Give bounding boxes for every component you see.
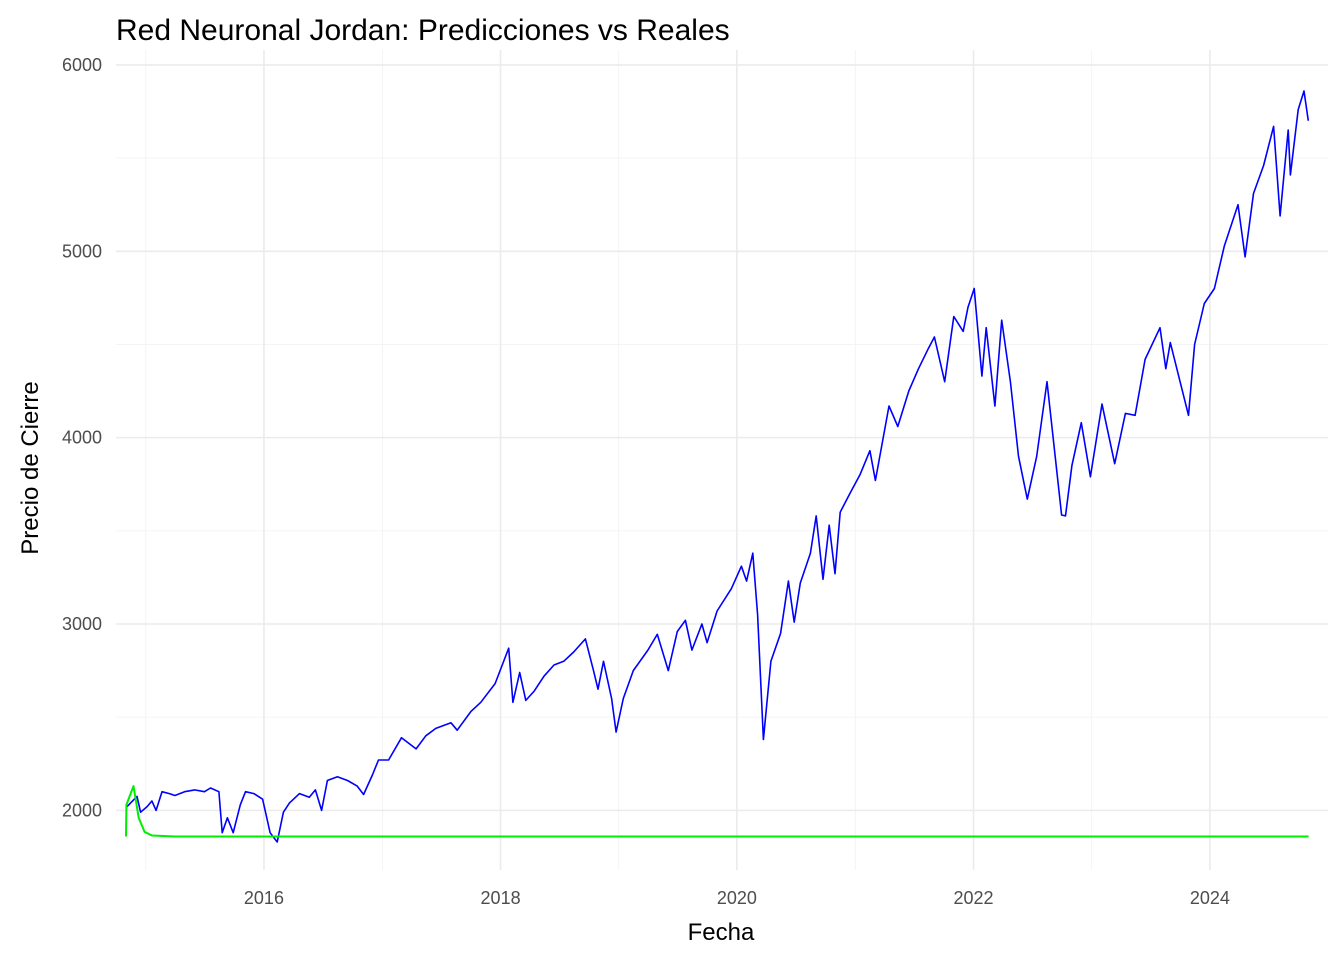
series-line-2 (125, 785, 1309, 838)
y-tick-label: 3000 (62, 614, 102, 634)
y-tick-label: 6000 (62, 55, 102, 75)
chart-title: Red Neuronal Jordan: Predicciones vs Rea… (116, 14, 730, 47)
x-tick-label: 2020 (717, 888, 757, 908)
x-tick-label: 2024 (1190, 888, 1230, 908)
x-tick-label: 2018 (481, 888, 521, 908)
series-line-1 (126, 90, 1310, 843)
y-tick-label: 2000 (62, 800, 102, 820)
y-axis-title: Precio de Cierre (17, 381, 44, 554)
y-tick-label: 5000 (62, 241, 102, 261)
x-tick-label: 2022 (954, 888, 994, 908)
x-axis-tick-labels: 2016 2018 2020 2022 2024 (244, 888, 1230, 908)
x-axis-title: Fecha (688, 919, 755, 946)
x-tick-label: 2016 (244, 888, 284, 908)
y-axis-tick-labels: 2000 3000 4000 5000 6000 (62, 55, 102, 820)
series-lines (125, 90, 1310, 843)
y-tick-label: 4000 (62, 428, 102, 448)
grid-lines (116, 50, 1328, 870)
